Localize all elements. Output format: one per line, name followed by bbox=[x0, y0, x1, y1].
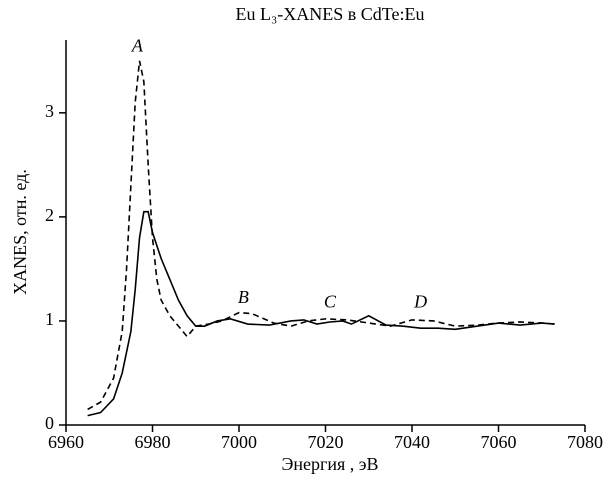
y-axis-label: XANES, отн. ед. bbox=[10, 169, 30, 295]
x-tick-label: 7040 bbox=[394, 432, 430, 452]
annotation: C bbox=[324, 291, 337, 311]
x-tick-label: 6980 bbox=[135, 432, 171, 452]
annotation: B bbox=[238, 287, 249, 307]
y-tick-label: 0 bbox=[45, 413, 54, 433]
x-tick-label: 7060 bbox=[481, 432, 517, 452]
annotation: D bbox=[413, 291, 427, 311]
x-axis-label: Энергия , эВ bbox=[281, 454, 378, 474]
x-tick-label: 7080 bbox=[567, 432, 603, 452]
x-tick-label: 7020 bbox=[308, 432, 344, 452]
y-tick-label: 3 bbox=[45, 101, 54, 121]
x-tick-label: 7000 bbox=[221, 432, 257, 452]
annotation: A bbox=[131, 35, 144, 55]
y-tick-label: 2 bbox=[45, 205, 54, 225]
data-line bbox=[87, 210, 555, 417]
x-tick-label: 6960 bbox=[48, 432, 84, 452]
chart-title: Eu L₃-XANES в CdTe:Eu bbox=[236, 4, 425, 24]
data-line bbox=[87, 60, 555, 411]
y-tick-label: 1 bbox=[45, 309, 54, 329]
